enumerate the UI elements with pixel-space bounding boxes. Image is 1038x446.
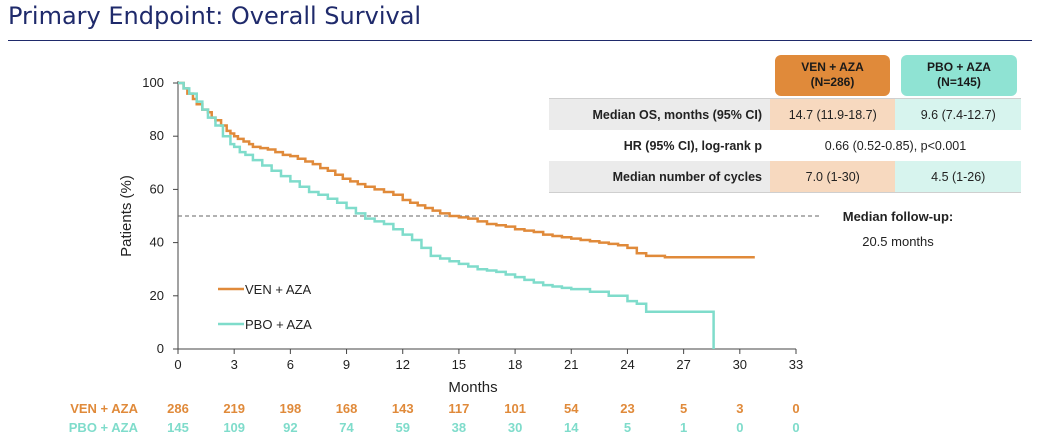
x-tick-label: 24: [620, 357, 634, 372]
y-tick-label: 80: [150, 128, 164, 143]
y-axis-label: Patients (%): [118, 175, 135, 257]
risk-count: 219: [223, 401, 245, 416]
stats-row-median-os: Median OS, months (95% CI) 14.7 (11.9-18…: [549, 98, 1021, 130]
title-divider: [8, 40, 1032, 41]
y-tick-label: 60: [150, 181, 164, 196]
y-tick-label: 20: [150, 288, 164, 303]
x-tick-label: 9: [343, 357, 350, 372]
risk-count: 101: [504, 401, 526, 416]
pbo-aza-header: PBO + AZA (N=145): [901, 55, 1017, 96]
stats-table: Median OS, months (95% CI) 14.7 (11.9-18…: [549, 98, 1021, 193]
stats-row-cycles: Median number of cycles 7.0 (1-30) 4.5 (…: [549, 161, 1021, 193]
risk-count: 5: [680, 401, 687, 416]
y-tick-label: 0: [157, 341, 164, 356]
risk-count: 38: [452, 420, 466, 435]
risk-count: 3: [736, 401, 743, 416]
risk-count: 168: [336, 401, 358, 416]
risk-count: 145: [167, 420, 189, 435]
risk-count: 198: [280, 401, 302, 416]
risk-count: 0: [736, 420, 743, 435]
risk-count: 92: [283, 420, 297, 435]
ven-aza-header: VEN + AZA (N=286): [775, 55, 890, 96]
x-tick-label: 21: [564, 357, 578, 372]
stats-ven-value: 14.7 (11.9-18.7): [769, 98, 896, 130]
risk-count: 14: [564, 420, 579, 435]
x-axis-label: Months: [448, 379, 497, 396]
x-tick-label: 0: [174, 357, 181, 372]
stats-pbo-value: 4.5 (1-26): [895, 161, 1021, 193]
risk-count: 30: [508, 420, 522, 435]
y-tick-label: 100: [142, 75, 164, 90]
stats-row-hr: HR (95% CI), log-rank p 0.66 (0.52-0.85)…: [549, 130, 1021, 161]
legend-label: VEN + AZA: [245, 282, 311, 297]
risk-count: 59: [395, 420, 409, 435]
page-title: Primary Endpoint: Overall Survival: [8, 2, 422, 30]
x-tick-label: 6: [287, 357, 294, 372]
x-tick-label: 3: [231, 357, 238, 372]
stats-combined-value: 0.66 (0.52-0.85), p<0.001: [824, 138, 967, 153]
follow-up-label: Median follow-up:: [842, 209, 954, 224]
x-tick-label: 18: [508, 357, 522, 372]
stats-label: Median number of cycles: [549, 161, 770, 193]
pbo-aza-header-name: PBO + AZA: [927, 60, 991, 74]
risk-count: 0: [792, 420, 799, 435]
pbo-aza-curve: [178, 81, 715, 349]
risk-count: 74: [339, 420, 354, 435]
x-tick-label: 12: [395, 357, 409, 372]
x-tick-label: 15: [452, 357, 466, 372]
x-tick-label: 33: [789, 357, 803, 372]
ven-aza-curve: [178, 81, 755, 259]
legend-label: PBO + AZA: [245, 317, 312, 332]
x-tick-label: 27: [676, 357, 690, 372]
risk-label-pbo: PBO + AZA: [68, 420, 138, 435]
risk-count: 23: [620, 401, 634, 416]
stats-label: Median OS, months (95% CI): [549, 98, 770, 130]
risk-count: 109: [223, 420, 245, 435]
pbo-aza-header-n: (N=145): [937, 75, 981, 89]
risk-count: 1: [680, 420, 687, 435]
risk-count: 54: [564, 401, 579, 416]
y-tick-label: 40: [150, 235, 164, 250]
risk-count: 117: [448, 401, 469, 416]
stats-ven-value: 7.0 (1-30): [769, 161, 896, 193]
stats-label: HR (95% CI), log-rank p: [623, 138, 762, 153]
ven-aza-header-n: (N=286): [810, 75, 855, 89]
risk-count: 143: [392, 401, 414, 416]
risk-label-ven: VEN + AZA: [70, 401, 138, 416]
median-follow-up: Median follow-up: 20.5 months: [820, 209, 976, 249]
risk-count: 5: [624, 420, 631, 435]
ven-aza-header-name: VEN + AZA: [801, 60, 864, 74]
x-tick-label: 30: [733, 357, 747, 372]
risk-count: 286: [167, 401, 189, 416]
stats-pbo-value: 9.6 (7.4-12.7): [895, 98, 1021, 130]
risk-count: 0: [792, 401, 799, 416]
follow-up-value: 20.5 months: [862, 234, 934, 249]
